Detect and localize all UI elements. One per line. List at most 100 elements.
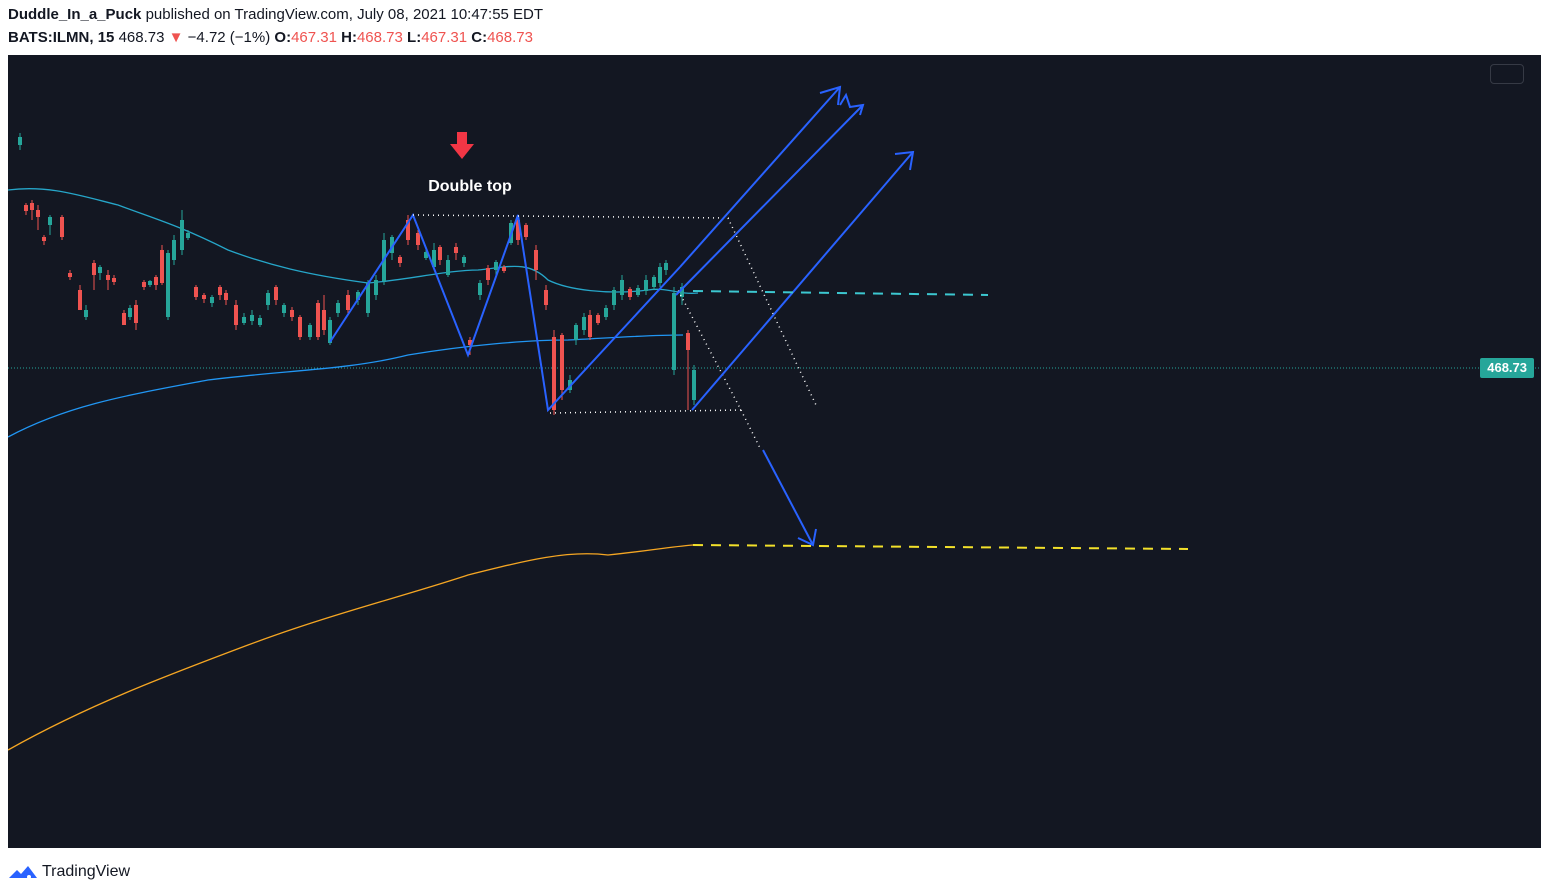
candle-body xyxy=(406,220,410,240)
candle-body xyxy=(552,337,556,410)
channel-mid-arrowhead-icon xyxy=(839,92,865,116)
candle-body xyxy=(274,287,278,300)
candle-body xyxy=(266,293,270,305)
resistance-dotted-line xyxy=(412,214,817,406)
candle-body xyxy=(68,273,72,277)
candle-body xyxy=(692,370,696,400)
low-value: 467.31 xyxy=(421,29,468,46)
candle-body xyxy=(680,287,684,297)
candle-body xyxy=(18,137,22,145)
candle-body xyxy=(48,217,52,225)
price-change: −4.72 (−1%) xyxy=(187,29,271,46)
published-text: published on TradingView.com, July 08, 2… xyxy=(145,6,544,23)
candle-body xyxy=(374,280,378,295)
candle-body xyxy=(494,262,498,270)
candle-body xyxy=(36,210,40,217)
candle-body xyxy=(502,267,506,271)
candle-body xyxy=(30,203,34,210)
candle-body xyxy=(84,310,88,317)
channel-upper-line xyxy=(679,86,841,268)
candle-body xyxy=(398,257,402,263)
candle-body xyxy=(134,305,138,323)
candle-body xyxy=(534,250,538,270)
candle-body xyxy=(516,220,520,240)
target-dashed-line xyxy=(692,544,1189,550)
candle-body xyxy=(128,308,132,317)
candle-body xyxy=(142,282,146,287)
candle-body xyxy=(148,281,152,285)
candle-body xyxy=(122,313,126,325)
candle-body xyxy=(628,289,632,297)
target-arrowhead-icon xyxy=(797,528,817,547)
candle-body xyxy=(234,305,238,325)
candle-body xyxy=(194,287,198,297)
candle-body xyxy=(328,320,332,343)
candle-body xyxy=(78,290,82,310)
symbol-label[interactable]: BATS:ILMN, 15 xyxy=(8,29,115,46)
candle-body xyxy=(186,233,190,238)
publish-info: Duddle_In_a_Puck published on TradingVie… xyxy=(8,6,543,23)
close-label: C: xyxy=(471,29,488,46)
candle-body xyxy=(60,217,64,237)
candle-body xyxy=(544,290,548,305)
chart-pane[interactable]: Double top 468.73 xyxy=(8,55,1541,848)
candle-body xyxy=(468,340,472,345)
target-arrow-line xyxy=(762,449,814,546)
double-top-annotation[interactable]: Double top xyxy=(428,178,512,195)
candle-body xyxy=(210,297,214,303)
down-arrow-icon: ▼ xyxy=(168,29,184,46)
double-top-pattern-line xyxy=(329,212,681,413)
candle-body xyxy=(112,278,116,282)
candle-body xyxy=(250,315,254,321)
footer-brand[interactable]: TradingView xyxy=(8,860,130,884)
candle-body xyxy=(98,267,102,273)
channel-lower-arrowhead-icon xyxy=(894,150,915,171)
author-name[interactable]: Duddle_In_a_Puck xyxy=(8,6,142,23)
candle-body xyxy=(604,308,608,317)
candle-body xyxy=(224,293,228,300)
open-value: 467.31 xyxy=(291,29,337,46)
candle-body xyxy=(438,247,442,260)
candle-body xyxy=(180,220,184,250)
candle-body xyxy=(446,260,450,275)
chart-menu-button[interactable] xyxy=(1490,64,1524,84)
candle-body xyxy=(316,303,320,337)
candle-body xyxy=(218,287,222,295)
candle-body xyxy=(92,263,96,275)
ma-mid-line xyxy=(8,334,684,438)
candle-body xyxy=(644,280,648,291)
open-label: O: xyxy=(274,29,292,46)
ma-short-line xyxy=(8,188,699,294)
symbol-legend: BATS:ILMN, 15 468.73 ▼ −4.72 (−1%) O:467… xyxy=(8,29,533,46)
low-label: L: xyxy=(407,29,422,46)
candle-body xyxy=(664,263,668,270)
projection-dotted-line xyxy=(740,409,761,449)
candle-body xyxy=(258,318,262,325)
tradingview-logo-icon xyxy=(9,866,37,879)
candle-body xyxy=(202,295,206,299)
candle-body xyxy=(166,253,170,317)
candle-body xyxy=(612,290,616,305)
chart-canvas[interactable]: Double top xyxy=(8,55,1541,848)
candle-body xyxy=(160,250,164,283)
current-price-badge: 468.73 xyxy=(1480,358,1534,378)
candle-body xyxy=(298,317,302,337)
double-top-arrow-icon xyxy=(450,132,474,159)
candle-body xyxy=(322,310,326,330)
candle-body xyxy=(478,283,482,295)
channel-upper-arrowhead-icon xyxy=(819,85,842,106)
channel-lower-line xyxy=(691,151,914,411)
candle-body xyxy=(172,240,176,260)
candle-body xyxy=(106,275,110,280)
candle-body xyxy=(346,295,350,310)
candle-body xyxy=(658,267,662,283)
footer-brand-label: TradingView xyxy=(42,863,131,880)
candle-body xyxy=(24,205,28,211)
candle-body xyxy=(560,335,564,390)
candle-body xyxy=(356,292,360,300)
candle-body xyxy=(582,317,586,330)
candle-body xyxy=(454,247,458,253)
candle-body xyxy=(432,250,436,267)
candle-body xyxy=(366,283,370,313)
resistance-dashed-line xyxy=(692,290,989,296)
